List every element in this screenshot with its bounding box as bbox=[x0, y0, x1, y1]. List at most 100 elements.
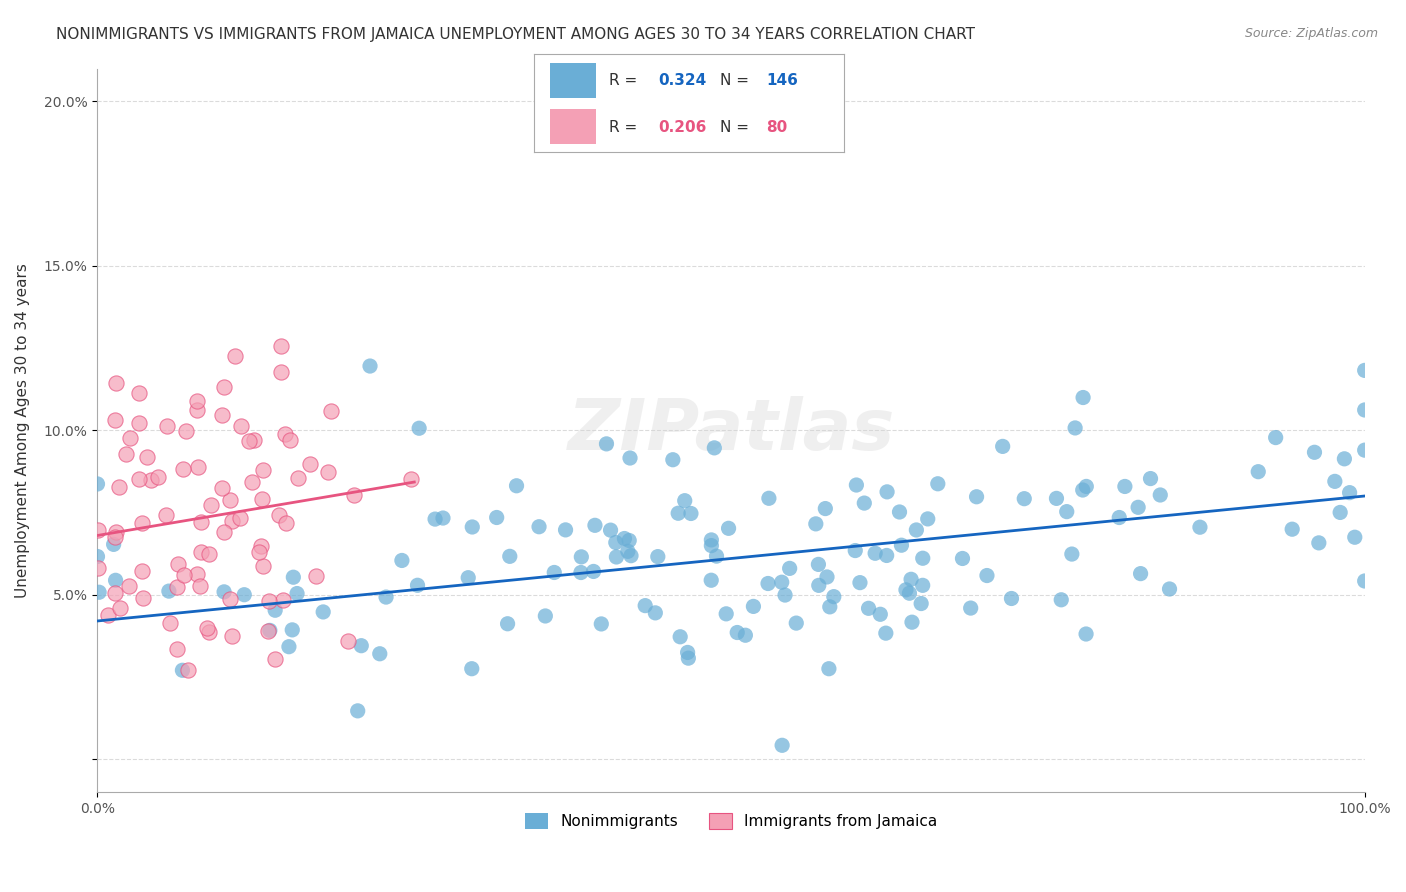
Point bbox=[250, 491, 273, 506]
Point bbox=[818, 662, 841, 676]
Point bbox=[901, 615, 924, 630]
Point bbox=[108, 480, 131, 494]
Point bbox=[136, 450, 159, 464]
Point bbox=[717, 521, 740, 535]
Point bbox=[569, 566, 592, 580]
Point bbox=[742, 599, 765, 614]
Point bbox=[156, 418, 179, 433]
Point bbox=[770, 575, 793, 590]
Point bbox=[103, 537, 125, 551]
Point bbox=[221, 514, 243, 528]
Point bbox=[605, 549, 627, 564]
Point bbox=[496, 616, 519, 631]
Point bbox=[211, 481, 233, 495]
Point bbox=[1329, 505, 1351, 519]
Point bbox=[756, 576, 779, 591]
Point bbox=[952, 551, 974, 566]
Point bbox=[1076, 479, 1098, 493]
Point bbox=[876, 549, 898, 563]
Point bbox=[647, 549, 669, 564]
Point bbox=[249, 539, 271, 553]
Point bbox=[197, 547, 219, 561]
Point bbox=[849, 575, 872, 590]
Point bbox=[318, 465, 340, 479]
Point bbox=[634, 599, 657, 613]
Point bbox=[1139, 472, 1161, 486]
Point bbox=[619, 450, 641, 465]
Point bbox=[1056, 505, 1078, 519]
Point bbox=[1281, 522, 1303, 536]
Point bbox=[190, 516, 212, 530]
Point bbox=[617, 544, 640, 558]
Point bbox=[1071, 391, 1094, 405]
Point bbox=[869, 607, 891, 622]
Point bbox=[678, 651, 700, 665]
Point bbox=[350, 639, 373, 653]
Text: 0.324: 0.324 bbox=[658, 73, 706, 88]
Point bbox=[554, 523, 576, 537]
Point bbox=[224, 350, 246, 364]
Point bbox=[359, 359, 381, 373]
Point bbox=[779, 561, 801, 575]
Point bbox=[1354, 363, 1376, 377]
Text: ZIPatlas: ZIPatlas bbox=[568, 396, 894, 465]
Point bbox=[700, 573, 723, 587]
Point bbox=[312, 605, 335, 619]
Point bbox=[406, 578, 429, 592]
Point bbox=[270, 365, 292, 379]
Point bbox=[131, 516, 153, 530]
Point bbox=[1064, 421, 1087, 435]
Point bbox=[408, 421, 430, 435]
Point bbox=[159, 616, 181, 631]
Point bbox=[534, 609, 557, 624]
Point bbox=[104, 586, 127, 600]
Point bbox=[1264, 431, 1286, 445]
Point bbox=[620, 549, 643, 563]
Point bbox=[679, 507, 702, 521]
Point bbox=[132, 591, 155, 605]
Point bbox=[815, 570, 838, 584]
Point bbox=[599, 523, 621, 537]
Point bbox=[582, 565, 605, 579]
Point bbox=[1333, 451, 1355, 466]
Point bbox=[243, 434, 266, 448]
Point bbox=[1354, 403, 1376, 417]
Text: 146: 146 bbox=[766, 73, 799, 88]
Point bbox=[211, 409, 233, 423]
Point bbox=[195, 621, 218, 635]
Point bbox=[148, 470, 170, 484]
Point bbox=[263, 652, 285, 666]
Point bbox=[823, 590, 845, 604]
Point bbox=[139, 473, 162, 487]
Point bbox=[734, 628, 756, 642]
Text: R =: R = bbox=[609, 120, 641, 135]
Point bbox=[605, 535, 627, 549]
Point bbox=[86, 549, 108, 564]
Point bbox=[89, 585, 111, 599]
Point bbox=[1308, 536, 1330, 550]
Point bbox=[758, 491, 780, 506]
Point bbox=[257, 594, 280, 608]
Point bbox=[619, 533, 641, 548]
Point bbox=[1344, 530, 1367, 544]
Point bbox=[1149, 488, 1171, 502]
Point bbox=[1108, 510, 1130, 524]
Point bbox=[673, 493, 696, 508]
Point bbox=[1323, 475, 1346, 489]
Point bbox=[725, 625, 748, 640]
Point bbox=[186, 566, 208, 581]
Point bbox=[853, 496, 876, 510]
Point bbox=[1354, 574, 1376, 588]
Point bbox=[890, 538, 912, 552]
Point bbox=[166, 580, 188, 594]
Point bbox=[457, 571, 479, 585]
Point bbox=[911, 578, 934, 592]
Point bbox=[212, 380, 235, 394]
Point bbox=[911, 551, 934, 566]
Point bbox=[773, 588, 796, 602]
Point bbox=[299, 457, 322, 471]
Point bbox=[1303, 445, 1326, 459]
Point bbox=[1188, 520, 1211, 534]
Point bbox=[110, 601, 132, 615]
Point bbox=[166, 642, 188, 657]
